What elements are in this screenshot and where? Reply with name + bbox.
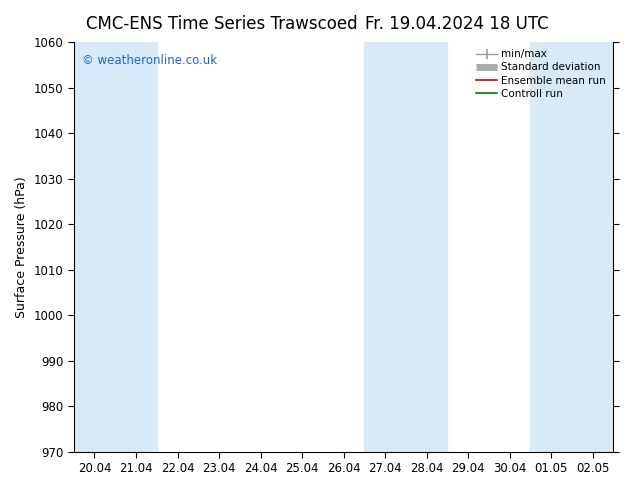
Legend: min/max, Standard deviation, Ensemble mean run, Controll run: min/max, Standard deviation, Ensemble me… bbox=[474, 47, 608, 101]
Text: Fr. 19.04.2024 18 UTC: Fr. 19.04.2024 18 UTC bbox=[365, 15, 548, 33]
Text: © weatheronline.co.uk: © weatheronline.co.uk bbox=[82, 54, 217, 67]
Bar bbox=[365, 42, 448, 452]
Text: CMC-ENS Time Series Trawscoed: CMC-ENS Time Series Trawscoed bbox=[86, 15, 358, 33]
Y-axis label: Surface Pressure (hPa): Surface Pressure (hPa) bbox=[15, 176, 28, 318]
Bar bbox=[74, 42, 157, 452]
Bar bbox=[531, 42, 614, 452]
